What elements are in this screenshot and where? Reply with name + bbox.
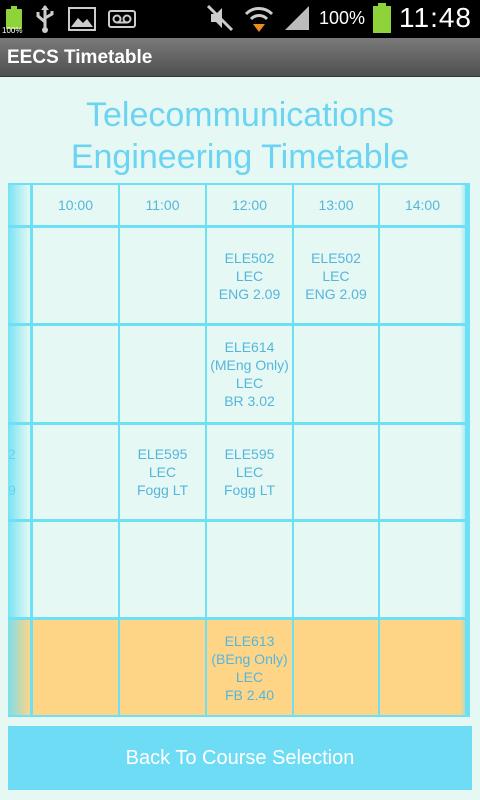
notification-icons: 100% xyxy=(2,4,136,35)
time-header-cell-text: 12:00 xyxy=(231,197,268,213)
timetable-cell xyxy=(294,425,378,519)
battery-percent: 100% xyxy=(318,7,365,28)
timetable-cell-text: ELE502 LEC ENG 2.09 xyxy=(218,249,281,302)
app-title-bar: EECS Timetable xyxy=(0,38,480,77)
time-header-cell: 12:00 xyxy=(207,185,292,225)
time-header-cell-text: 14:00 xyxy=(404,197,441,213)
voicemail-icon xyxy=(108,10,136,28)
time-header-cell: 13:00 xyxy=(294,185,378,225)
time-header-cell: 11:00 xyxy=(120,185,205,225)
time-header-cell: 14:00 xyxy=(380,185,465,225)
timetable-cell xyxy=(120,620,205,715)
timetable-cell[interactable]: ELE502 LEC ENG 2.09 xyxy=(294,228,378,323)
partial-cell xyxy=(8,522,30,617)
back-to-course-selection-button[interactable]: Back To Course Selection xyxy=(8,726,472,790)
timetable-cell-text: ELE595 LEC Fogg LT xyxy=(136,446,189,498)
timetable-cell[interactable]: ELE595 LEC Fogg LT xyxy=(207,425,292,519)
battery-icon xyxy=(373,3,391,33)
timetable-cell xyxy=(380,228,465,323)
timetable-cell xyxy=(33,522,118,617)
partial-cell xyxy=(8,620,30,715)
mute-icon xyxy=(206,4,234,32)
timetable-cell xyxy=(294,522,378,617)
time-header-cell-text: 13:00 xyxy=(318,197,354,213)
time-header-cell: 10:00 xyxy=(33,185,118,225)
header-cell-partial xyxy=(8,185,30,225)
time-header-cell-text: 10:00 xyxy=(57,197,94,213)
timetable-cell xyxy=(294,620,378,715)
status-bar: 100% 1 xyxy=(0,0,480,38)
timetable-cell xyxy=(33,326,118,422)
battery-icon: 100% xyxy=(2,6,22,35)
timetable-cell xyxy=(207,522,292,617)
partial-cell xyxy=(8,326,30,422)
timetable-cell[interactable]: ELE502 LEC ENG 2.09 xyxy=(207,228,292,323)
app-title: EECS Timetable xyxy=(7,47,153,68)
signal-icon xyxy=(284,6,309,30)
wifi-icon xyxy=(244,7,274,32)
timetable-cell xyxy=(120,522,205,617)
timetable-cell xyxy=(380,326,465,422)
timetable-cell xyxy=(33,228,118,323)
partial-cell xyxy=(8,228,30,323)
timetable-cell[interactable]: ELE595 LEC Fogg LT xyxy=(120,425,205,519)
timetable-cell xyxy=(380,425,465,519)
timetable-cell[interactable]: ELE614 (MEng Only) LEC BR 3.02 xyxy=(207,326,292,422)
time-header-cell-text: 11:00 xyxy=(145,197,180,213)
heading-line-1: Telecommunications xyxy=(85,96,395,134)
image-icon xyxy=(68,7,96,31)
timetable-grid[interactable]: 10:00 11:00 12:00 13:00 14:00 ELE502 LEC ENG … xyxy=(8,183,470,717)
timetable-cell-text: ELE502 LEC ENG 2.09 xyxy=(305,249,367,302)
timetable-cell xyxy=(120,326,205,422)
partial-cell: 2 9 xyxy=(8,425,30,519)
partial-cell-text: 2 9 xyxy=(8,446,16,498)
timetable-cell xyxy=(294,326,378,422)
usb-icon xyxy=(36,5,54,33)
timetable-cell xyxy=(33,620,118,715)
timetable-cell xyxy=(380,522,465,617)
timetable-cell-text: ELE614 (MEng Only) LEC BR 3.02 xyxy=(210,339,289,409)
timetable-cell xyxy=(33,425,118,519)
timetable-cell[interactable]: ELE613 (BEng Only) LEC FB 2.40 xyxy=(207,620,292,715)
page-heading: Telecommunications Engineering Timetable xyxy=(0,94,480,178)
timetable-cell xyxy=(380,620,465,715)
system-icons: 100% 11:48 xyxy=(205,2,472,34)
clock: 11:48 xyxy=(399,2,472,33)
heading-line-2: Engineering Timetable xyxy=(70,138,410,176)
timetable-cell xyxy=(120,228,205,323)
timetable-cell-text: ELE613 (BEng Only) LEC FB 2.40 xyxy=(211,632,288,703)
timetable-cell-text: ELE595 LEC Fogg LT xyxy=(223,446,276,498)
battery-small-label: 100% xyxy=(2,26,23,35)
